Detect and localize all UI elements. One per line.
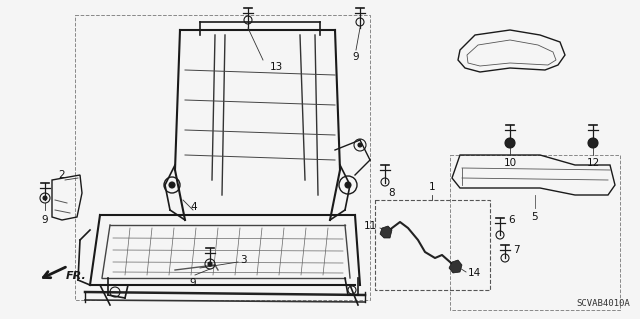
Circle shape <box>358 143 362 147</box>
Polygon shape <box>449 260 462 273</box>
Text: 8: 8 <box>388 188 395 198</box>
Text: 6: 6 <box>508 215 515 225</box>
Text: 1: 1 <box>429 182 435 192</box>
Text: 10: 10 <box>504 158 516 168</box>
Circle shape <box>345 182 351 188</box>
Circle shape <box>43 196 47 200</box>
Text: 13: 13 <box>270 62 284 72</box>
Text: 2: 2 <box>59 170 65 180</box>
Text: 11: 11 <box>364 221 377 231</box>
Text: 9: 9 <box>353 52 359 62</box>
Circle shape <box>588 138 598 148</box>
Text: 3: 3 <box>240 255 246 265</box>
Circle shape <box>169 182 175 188</box>
Text: 9: 9 <box>42 215 48 225</box>
Text: SCVAB4010A: SCVAB4010A <box>576 299 630 308</box>
Polygon shape <box>380 226 392 238</box>
Text: 7: 7 <box>513 245 520 255</box>
Text: 5: 5 <box>532 212 538 222</box>
Bar <box>375 200 490 290</box>
Circle shape <box>208 262 212 266</box>
Circle shape <box>505 138 515 148</box>
Text: FR.: FR. <box>66 271 87 281</box>
Text: 9: 9 <box>189 278 196 288</box>
Text: 14: 14 <box>468 268 481 278</box>
Text: 12: 12 <box>586 158 600 168</box>
Text: 4: 4 <box>190 202 196 212</box>
